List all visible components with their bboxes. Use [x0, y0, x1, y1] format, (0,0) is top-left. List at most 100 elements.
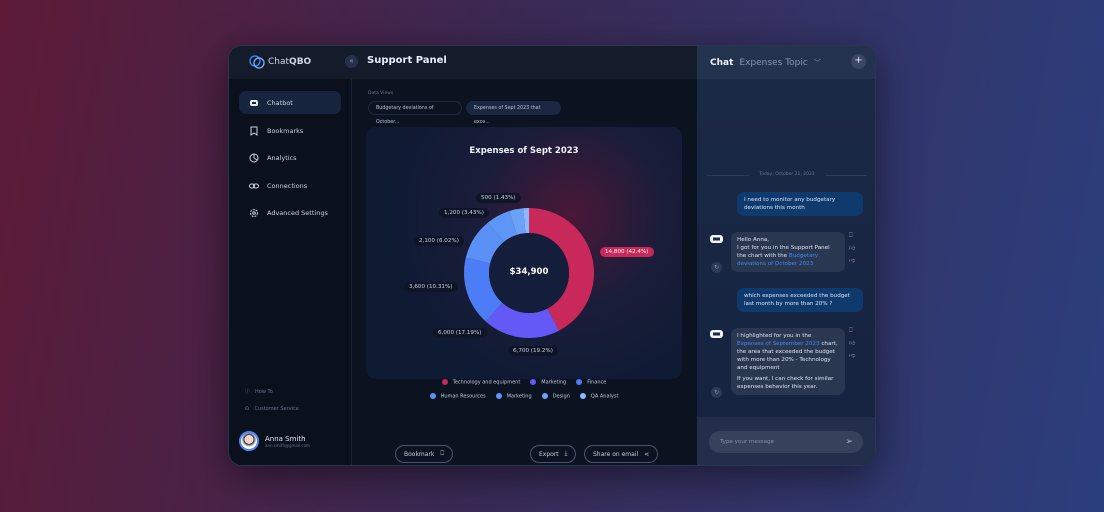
sidebar-item-analytics[interactable]: Analytics — [239, 146, 341, 169]
data-views-label: Data Views — [368, 91, 394, 96]
bot-message: I highlighted for you in the Expenses of… — [731, 328, 845, 395]
share-email-button[interactable]: Share on email ⋖ — [584, 445, 659, 463]
user-profile[interactable]: Anna Smith ann.smith@gmail.com — [239, 431, 310, 451]
chart-link[interactable]: Budgetary deviations of October 2023 — [737, 253, 819, 267]
user-email: ann.smith@gmail.com — [265, 442, 310, 448]
legend-row: Human Resources Marketing Design QA Anal… — [366, 393, 682, 400]
message-input[interactable]: Type your message ➢ — [709, 431, 863, 453]
header — [229, 46, 697, 79]
user-message: which expenses exceeded the budget last … — [737, 288, 863, 312]
bot-avatar-icon — [710, 330, 723, 338]
headset-icon: ☊ — [245, 406, 250, 412]
support-panel: Data Views Budgetary deviations of Octob… — [352, 79, 697, 465]
thumbs-down-icon[interactable]: 👎︎ — [849, 257, 856, 264]
share-label: Share on email — [593, 450, 639, 458]
export-button[interactable]: Export ⤓ — [530, 445, 577, 463]
chat-header: Chat Expenses Topic ﹀ — [697, 46, 875, 79]
customer-service-link[interactable]: ☊ Customer Service — [245, 406, 299, 412]
user-message: I need to monitor any budgetary deviatio… — [737, 192, 863, 216]
chart-title: Expenses of Sept 2023 — [469, 146, 579, 156]
logo-text-bold: QBO — [289, 57, 312, 67]
chat-date-divider: Today, October 21, 2023 — [707, 172, 867, 177]
donut-slice[interactable] — [487, 211, 517, 243]
how-to-label: How To — [255, 388, 273, 395]
data-label: 14,800 (42.4%) — [600, 247, 654, 257]
sidebar-item-label: Chatbot — [267, 98, 293, 107]
regenerate-icon[interactable]: ↻ — [711, 387, 722, 398]
data-view-chip[interactable]: Budgetary deviations of October... — [368, 101, 462, 125]
bot-avatar-icon — [710, 235, 723, 243]
data-label: 2,100 (6.02%) — [414, 236, 464, 246]
logo: Chat QBO — [249, 55, 311, 69]
send-icon[interactable]: ➢ — [845, 437, 853, 447]
legend-item: Design — [541, 393, 570, 400]
bookmark-label: Bookmark — [404, 450, 435, 458]
chat-panel: Chat Expenses Topic ﹀ + Today, October 21,… — [697, 46, 875, 465]
donut-slice[interactable] — [485, 302, 559, 338]
how-to-link[interactable]: ⓘ How To — [245, 388, 273, 396]
avatar — [239, 431, 259, 451]
donut-chart — [464, 208, 594, 338]
share-icon: ⋖ — [644, 450, 650, 458]
sidebar-item-advanced-settings[interactable]: Advanced Settings — [239, 201, 341, 224]
page-title: Support Panel — [367, 55, 447, 66]
bookmark-icon[interactable]: ⎕ — [849, 327, 853, 334]
message-actions: ⎕ 👍︎ 👎︎ — [849, 327, 855, 359]
sidebar-item-label: Connections — [267, 181, 308, 190]
sidebar-item-label: Analytics — [267, 153, 297, 162]
chat-title: Chat — [710, 57, 734, 68]
logo-text: Chat — [268, 57, 290, 67]
message-actions: ⎕ 👍︎ 👎︎ — [849, 232, 855, 264]
donut-slice[interactable] — [464, 257, 503, 322]
data-label: 6,700 (19.2%) — [508, 346, 558, 356]
donut-hole — [489, 233, 569, 313]
sidebar-item-bookmarks[interactable]: Bookmarks — [239, 119, 341, 142]
collapse-sidebar-button[interactable]: « — [345, 55, 358, 68]
sidebar-item-label: Advanced Settings — [267, 208, 328, 217]
link-icon — [249, 183, 259, 188]
legend-row: Technology and equipment Marketing Finan… — [366, 379, 682, 386]
bookmark-icon: ⎕ — [440, 450, 445, 457]
download-icon: ⤓ — [564, 450, 568, 457]
donut-slice[interactable] — [523, 208, 529, 234]
pie-chart-icon — [249, 153, 259, 162]
bot-message: Hello Anna, I got for you in the Support … — [731, 232, 845, 272]
data-label: 1,200 (3.43%) — [439, 208, 489, 218]
chart-link[interactable]: Expenses of September 2023 — [737, 341, 820, 347]
data-label: 500 (1.43%) — [476, 193, 521, 203]
topic-dropdown[interactable]: Expenses Topic — [739, 57, 808, 68]
regenerate-icon[interactable]: ↻ — [711, 262, 722, 273]
legend-item: Human Resources — [429, 393, 486, 400]
chart-card: Expenses of Sept 2023 $34,900 14,800 (42… — [366, 127, 682, 400]
thumbs-up-icon[interactable]: 👍︎ — [849, 340, 856, 347]
legend-item: Technology and equipment — [441, 379, 520, 386]
donut-slice[interactable] — [465, 222, 504, 264]
bookmark-icon[interactable]: ⎕ — [849, 232, 853, 239]
data-view-chip-selected[interactable]: Expenses of Sept 2023 that exce... — [466, 101, 561, 125]
customer-service-label: Customer Service — [254, 406, 299, 412]
data-label: 3,600 (10.31%) — [404, 282, 458, 292]
bookmark-button[interactable]: Bookmark ⎕ — [395, 445, 454, 463]
legend-item: QA Analyst — [579, 393, 618, 400]
donut-slice[interactable] — [529, 208, 594, 331]
new-chat-button[interactable]: + — [851, 54, 866, 69]
donut-slice[interactable] — [509, 208, 526, 235]
sidebar-item-connections[interactable]: Connections — [239, 174, 341, 197]
chevron-down-icon[interactable]: ﹀ — [813, 58, 821, 67]
sidebar-item-chatbot[interactable]: Chatbot — [239, 91, 341, 114]
legend-item: Marketing — [530, 379, 566, 386]
thumbs-down-icon[interactable]: 👎︎ — [849, 352, 856, 359]
legend-item: Finance — [576, 379, 606, 386]
message-bar: Type your message ➢ — [697, 417, 875, 465]
message-placeholder: Type your message — [720, 439, 775, 445]
gear-icon — [250, 208, 258, 217]
logo-icon — [249, 55, 265, 69]
export-label: Export — [539, 450, 559, 458]
thumbs-up-icon[interactable]: 👍︎ — [849, 245, 856, 252]
data-label: 6,000 (17.19%) — [433, 328, 487, 338]
chart-total: $34,900 — [509, 267, 549, 277]
robot-icon — [250, 99, 258, 106]
sidebar: Chatbot Bookmarks Analytics Connections … — [229, 46, 352, 465]
info-icon: ⓘ — [245, 389, 251, 395]
user-name: Anna Smith — [265, 434, 306, 443]
